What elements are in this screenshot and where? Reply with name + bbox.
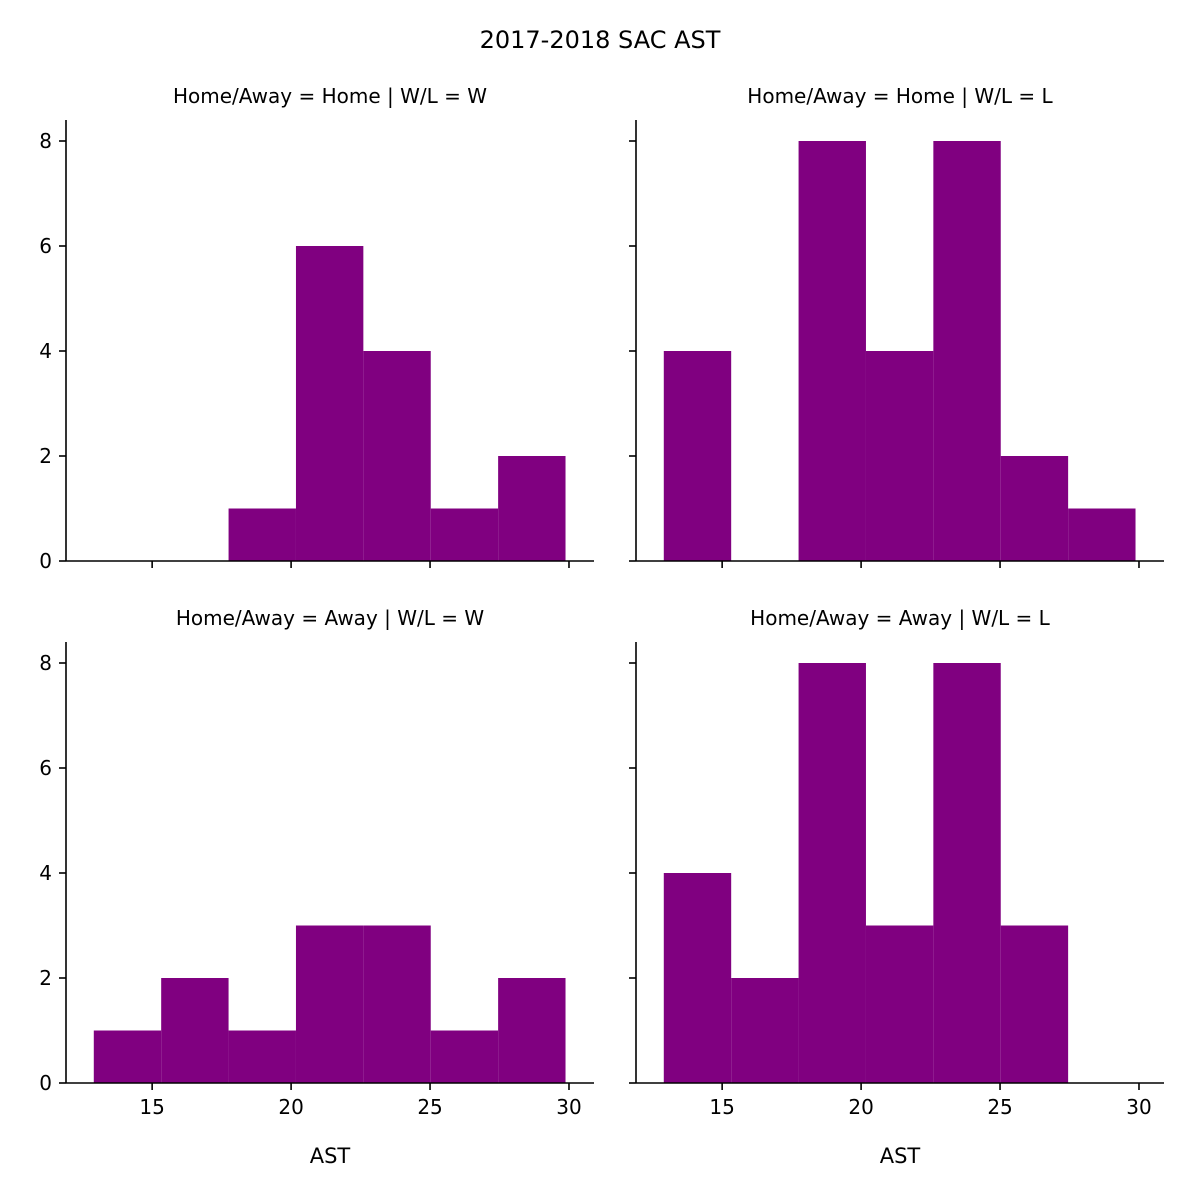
histogram-bar — [161, 978, 229, 1083]
panel-2: Home/Away = Home | W/L = L — [629, 84, 1164, 568]
y-tick-label: 0 — [39, 549, 52, 573]
histogram-bar — [228, 1030, 296, 1083]
histogram-bar — [798, 141, 866, 561]
histogram-bar — [498, 978, 566, 1083]
y-tick-label: 8 — [39, 651, 52, 675]
x-tick-label: 20 — [278, 1095, 303, 1119]
histogram-bar — [731, 978, 799, 1083]
y-tick-label: 2 — [39, 444, 52, 468]
x-tick-label: 15 — [709, 1095, 734, 1119]
x-tick-label: 25 — [417, 1095, 442, 1119]
y-tick-label: 2 — [39, 966, 52, 990]
figure-title: 2017-2018 SAC AST — [480, 26, 721, 54]
panel-title: Home/Away = Away | W/L = L — [750, 606, 1050, 630]
histogram-bar — [865, 351, 934, 561]
histogram-bar — [1000, 456, 1069, 561]
histogram-bar — [663, 873, 732, 1083]
histogram-bar — [363, 351, 431, 561]
histogram-bar — [663, 351, 732, 561]
panel-4: Home/Away = Away | W/L = L 15 20 25 30 AST — [629, 606, 1164, 1168]
histogram-bar — [1068, 508, 1136, 561]
histogram-bar — [295, 925, 364, 1083]
y-tick-label: 6 — [39, 756, 52, 780]
histogram-bar — [798, 663, 866, 1083]
panel-title: Home/Away = Away | W/L = W — [176, 606, 484, 630]
x-tick-label: 20 — [848, 1095, 873, 1119]
panel-3: Home/Away = Away | W/L = W 0 2 4 6 8 15 20 25 30 A… — [39, 606, 594, 1168]
histogram-bar — [430, 508, 499, 561]
y-tick-label: 8 — [39, 129, 52, 153]
y-tick-label: 0 — [39, 1071, 52, 1095]
histogram-bar — [228, 508, 296, 561]
histogram-bar — [1000, 925, 1069, 1083]
panels: Home/Away = Home | W/L = W02468Home/Away… — [39, 84, 1164, 1168]
histogram-bar — [498, 456, 566, 561]
x-tick-label: 15 — [139, 1095, 164, 1119]
x-tick-label: 30 — [556, 1095, 581, 1119]
histogram-bar — [363, 925, 431, 1083]
x-tick-label: 25 — [987, 1095, 1012, 1119]
y-tick-label: 6 — [39, 234, 52, 258]
y-tick-label: 4 — [39, 339, 52, 363]
x-tick-label: 30 — [1126, 1095, 1151, 1119]
panel-title: Home/Away = Home | W/L = L — [747, 84, 1053, 108]
y-tick-label: 4 — [39, 861, 52, 885]
x-axis-label: AST — [310, 1144, 351, 1168]
x-axis-label: AST — [880, 1144, 921, 1168]
histogram-bar — [93, 1030, 162, 1083]
histogram-bar — [430, 1030, 499, 1083]
histogram-bar — [295, 246, 364, 561]
panel-1: Home/Away = Home | W/L = W 0 2 4 6 8 — [39, 84, 594, 573]
histogram-bar — [865, 925, 934, 1083]
panel-title: Home/Away = Home | W/L = W — [173, 84, 487, 108]
histogram-bar — [933, 663, 1001, 1083]
histogram-bar — [933, 141, 1001, 561]
